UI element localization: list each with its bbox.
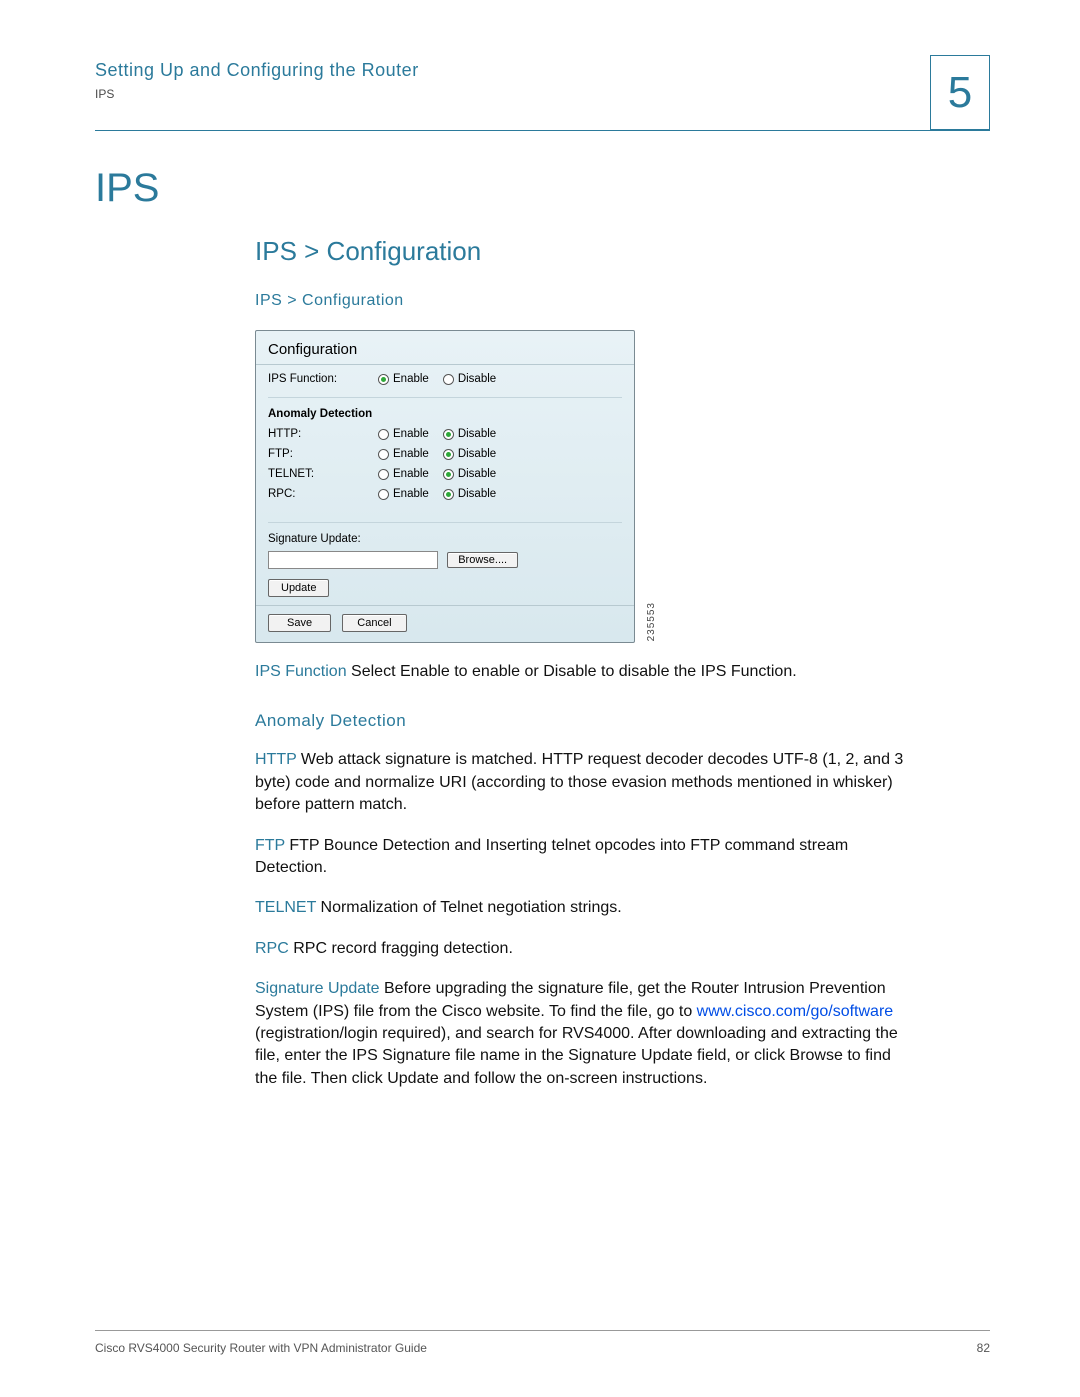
save-button[interactable]: Save [268,614,331,632]
update-button[interactable]: Update [268,579,329,597]
figure-caption: IPS > Configuration [255,292,905,310]
anomaly-label: HTTP: [268,428,378,440]
enable-label: Enable [393,373,429,385]
disable-radio[interactable] [443,449,454,460]
telnet-paragraph: TELNET Normalization of Telnet negotiati… [255,897,905,919]
anomaly-row: TELNET:EnableDisable [268,464,622,484]
cancel-button[interactable]: Cancel [342,614,406,632]
enable-radio[interactable] [378,489,389,500]
term-rpc: RPC [255,940,289,957]
anomaly-heading: Anomaly Detection [268,397,622,424]
term-signature-update: Signature Update [255,980,380,997]
anomaly-label: FTP: [268,448,378,460]
ips-enable-radio[interactable] [378,374,389,385]
http-paragraph: HTTP Web attack signature is matched. HT… [255,749,905,816]
browse-button[interactable]: Browse.... [447,552,518,568]
enable-radio[interactable] [378,449,389,460]
anomaly-label: TELNET: [268,468,378,480]
enable-radio[interactable] [378,429,389,440]
page-number: 82 [977,1341,990,1355]
disable-label: Disable [458,373,496,385]
config-screenshot: Configuration IPS Function: Enable Disab… [255,330,645,643]
page-footer: Cisco RVS4000 Security Router with VPN A… [95,1330,990,1355]
header-divider [95,130,990,131]
rpc-paragraph: RPC RPC record fragging detection. [255,938,905,960]
disable-radio[interactable] [443,429,454,440]
term-http: HTTP [255,751,296,768]
disable-radio[interactable] [443,469,454,480]
ips-function-paragraph: IPS Function Select Enable to enable or … [255,661,905,683]
ftp-paragraph: FTP FTP Bounce Detection and Inserting t… [255,835,905,880]
signature-update-paragraph: Signature Update Before upgrading the si… [255,978,905,1090]
section-heading-ips: IPS [95,166,990,211]
term-ips-function: IPS Function [255,663,347,680]
chapter-title: Setting Up and Configuring the Router [95,60,419,81]
disable-radio[interactable] [443,489,454,500]
ips-function-label: IPS Function: [268,373,378,385]
signature-file-input[interactable] [268,551,438,569]
anomaly-row: FTP:EnableDisable [268,444,622,464]
cisco-software-link[interactable]: www.cisco.com/go/software [697,1003,894,1020]
anomaly-label: RPC: [268,488,378,500]
signature-update-label: Signature Update: [268,533,622,551]
anomaly-detection-heading: Anomaly Detection [255,711,905,731]
anomaly-row: RPC:EnableDisable [268,484,622,504]
page-header: Setting Up and Configuring the Router IP… [95,55,990,130]
footer-title: Cisco RVS4000 Security Router with VPN A… [95,1341,427,1355]
subsection-heading: IPS > Configuration [255,236,905,267]
panel-title: Configuration [256,331,634,364]
term-ftp: FTP [255,837,285,854]
ips-disable-radio[interactable] [443,374,454,385]
chapter-subtitle: IPS [95,87,419,101]
figure-id: 235553 [646,602,657,641]
enable-radio[interactable] [378,469,389,480]
chapter-number-box: 5 [930,55,990,130]
anomaly-row: HTTP:EnableDisable [268,424,622,444]
term-telnet: TELNET [255,899,316,916]
